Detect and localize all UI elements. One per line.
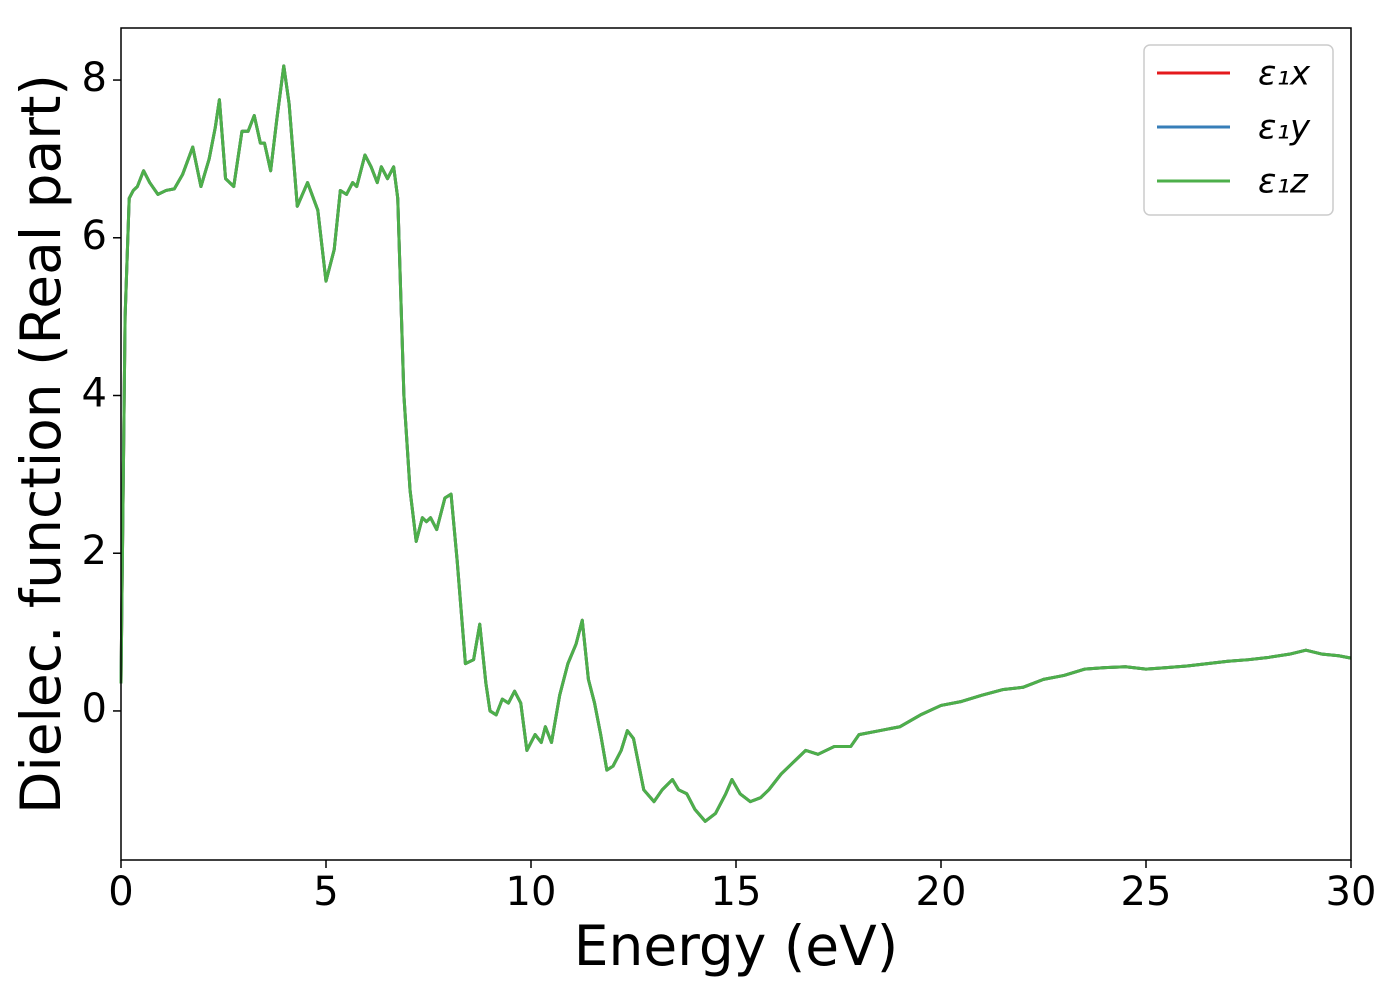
legend-label: ε₁y [1258,108,1311,148]
plot-frame [120,27,1352,861]
x-tick-label: 30 [1326,869,1377,915]
y-tick-label: 0 [82,686,107,732]
y-tick-label: 4 [82,370,107,416]
x-tick-label: 25 [1121,869,1172,915]
x-axis-label: Energy (eV) [574,914,898,978]
x-tick-label: 15 [711,869,762,915]
legend-label: ε₁z [1258,162,1309,202]
series-line [119,64,1352,823]
y-tick-label: 2 [82,528,107,574]
x-tick-label: 0 [108,869,133,915]
legend-box [1143,44,1334,216]
y-tick-label: 6 [82,213,107,259]
x-tick-label: 10 [506,869,557,915]
x-tick-label: 20 [916,869,967,915]
x-tick-label: 5 [313,869,338,915]
legend-label: ε₁x [1258,54,1311,94]
y-axis-label: Dielec. function (Real part) [9,74,73,814]
y-tick-label: 8 [82,55,107,101]
